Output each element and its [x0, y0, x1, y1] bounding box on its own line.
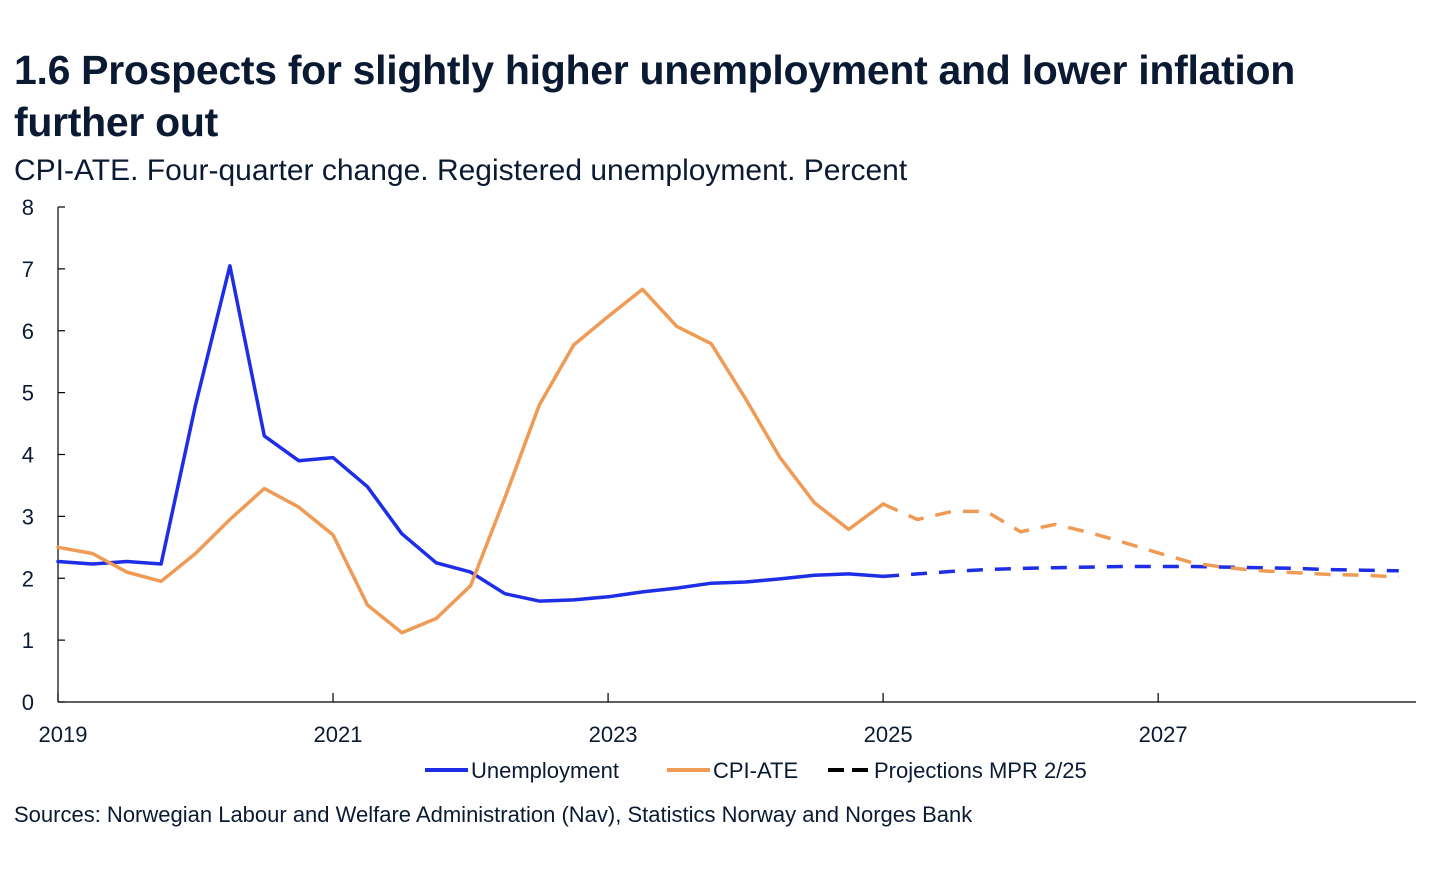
x-tick-label: 2019 — [39, 722, 88, 747]
x-tick-label: 2025 — [864, 722, 913, 747]
y-tick-label: 4 — [22, 443, 34, 468]
cpi-ate-line — [56, 287, 885, 635]
x-tick-label: 2021 — [314, 722, 363, 747]
unemployment-projection-line — [882, 564, 1399, 579]
y-tick-label: 0 — [22, 690, 34, 715]
chart-title: 1.6 Prospects for slightly higher unempl… — [14, 47, 1296, 145]
y-tick-label: 6 — [22, 319, 34, 344]
y-tick-label: 1 — [22, 628, 34, 653]
y-tick-label: 7 — [22, 257, 34, 282]
chart-subtitle: CPI-ATE. Four-quarter change. Registered… — [14, 154, 908, 187]
cpi-ate-projection-line — [882, 502, 1399, 579]
y-tick-label: 2 — [22, 566, 34, 591]
legend-label-cpi-ate: CPI-ATE — [713, 758, 798, 783]
unemployment-line — [56, 264, 885, 603]
line-chart: 0 1 2 3 4 5 6 7 8 2019 2021 2023 2025 2027 Unemployme… — [22, 195, 1416, 783]
legend-label-unemployment: Unemployment — [471, 758, 619, 783]
series-layer — [56, 264, 1399, 635]
axes: 0 1 2 3 4 5 6 7 8 2019 2021 2023 2025 2027 — [22, 195, 1416, 747]
legend: Unemployment CPI-ATE Projections MPR 2/25 — [425, 758, 1087, 783]
y-tick-label: 3 — [22, 504, 34, 529]
source-note: Sources: Norwegian Labour and Welfare Ad… — [14, 802, 973, 827]
x-tick-label: 2027 — [1139, 722, 1188, 747]
legend-label-projections-mpr-2-25: Projections MPR 2/25 — [874, 758, 1087, 783]
x-tick-label: 2023 — [589, 722, 638, 747]
y-tick-label: 8 — [22, 195, 34, 220]
y-tick-label: 5 — [22, 381, 34, 406]
